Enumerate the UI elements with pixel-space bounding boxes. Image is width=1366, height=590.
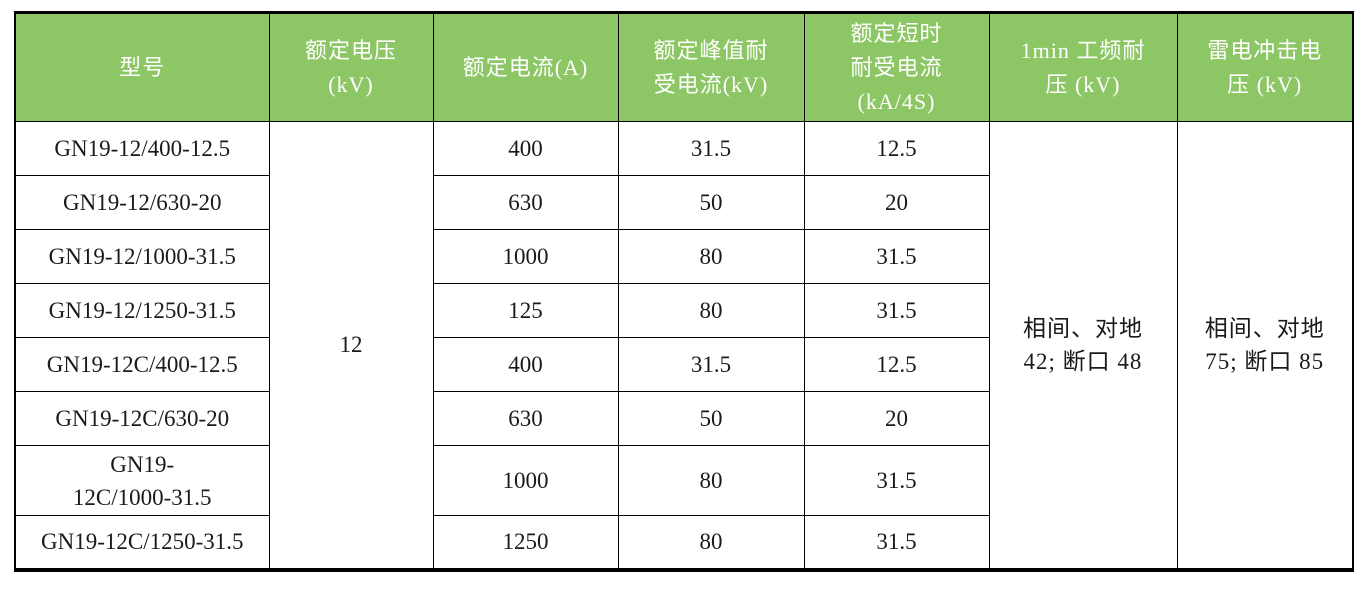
header-rated-voltage: 额定电压 (kV) [268, 12, 434, 122]
model-cell: GN19-12C/630-20 [14, 391, 270, 446]
model-cell: GN19-12/630-20 [14, 175, 270, 230]
model-cell: GN19-12/1000-31.5 [14, 229, 270, 284]
table-row: GN19-12/1000-31.5 1000 80 31.5 [14, 229, 1353, 284]
table-row: GN19-12/1250-31.5 125 80 31.5 [14, 283, 1353, 338]
model-cell: GN19- 12C/1000-31.5 [14, 445, 270, 516]
peak-withstand-cell: 80 [617, 229, 805, 284]
short-time-withstand-cell: 31.5 [803, 283, 990, 338]
short-time-withstand-cell: 31.5 [803, 229, 990, 284]
peak-withstand-cell: 80 [617, 445, 805, 516]
rated-current-cell: 1000 [432, 229, 619, 284]
rated-current-cell: 630 [432, 175, 619, 230]
peak-withstand-cell: 31.5 [617, 121, 805, 176]
short-time-withstand-cell: 20 [803, 175, 990, 230]
model-cell: GN19-12/400-12.5 [14, 121, 270, 176]
table-row: GN19- 12C/1000-31.5 1000 80 31.5 [14, 445, 1353, 516]
rated-voltage-cell: 12 [268, 121, 434, 570]
header-lightning-impulse-voltage: 雷电冲击电 压 (kV) [1176, 12, 1354, 122]
table-row: GN19-12/630-20 630 50 20 [14, 175, 1353, 230]
peak-withstand-cell: 31.5 [617, 337, 805, 392]
header-row: 型号 额定电压 (kV) 额定电流(A) 额定峰值耐 受电流(kV) 额定短时 … [14, 12, 1354, 122]
model-cell: GN19-12/1250-31.5 [14, 283, 270, 338]
rated-current-cell: 1250 [432, 515, 619, 570]
short-time-withstand-cell: 12.5 [803, 337, 990, 392]
peak-withstand-cell: 80 [617, 283, 805, 338]
rated-current-cell: 630 [432, 391, 619, 446]
peak-withstand-cell: 50 [617, 391, 805, 446]
short-time-withstand-cell: 31.5 [803, 445, 990, 516]
model-cell: GN19-12C/1250-31.5 [14, 515, 270, 570]
power-frequency-cell: 相间、对地 42; 断口 48 [988, 121, 1178, 570]
short-time-withstand-cell: 12.5 [803, 121, 990, 176]
spec-table: 型号 额定电压 (kV) 额定电流(A) 额定峰值耐 受电流(kV) 额定短时 … [14, 11, 1354, 572]
header-rated-current: 额定电流(A) [432, 12, 619, 122]
rated-current-cell: 1000 [432, 445, 619, 516]
table-row: GN19-12C/1250-31.5 1250 80 31.5 [14, 515, 1353, 570]
short-time-withstand-cell: 20 [803, 391, 990, 446]
short-time-withstand-cell: 31.5 [803, 515, 990, 570]
rated-current-cell: 125 [432, 283, 619, 338]
table-row: GN19-12C/630-20 630 50 20 [14, 391, 1353, 446]
header-power-frequency-withstand-voltage: 1min 工频耐 压 (kV) [988, 12, 1178, 122]
peak-withstand-cell: 50 [617, 175, 805, 230]
peak-withstand-cell: 80 [617, 515, 805, 570]
rated-current-cell: 400 [432, 121, 619, 176]
table-row: GN19-12/400-12.5 12 400 31.5 12.5 相间、对地 … [14, 121, 1354, 570]
header-short-time-withstand-current: 额定短时 耐受电流 (kA/4S) [803, 12, 990, 122]
rated-current-cell: 400 [432, 337, 619, 392]
model-cell: GN19-12C/400-12.5 [14, 337, 270, 392]
header-peak-withstand-current: 额定峰值耐 受电流(kV) [617, 12, 805, 122]
lightning-impulse-cell: 相间、对地 75; 断口 85 [1176, 121, 1354, 570]
header-model: 型号 [14, 12, 270, 122]
